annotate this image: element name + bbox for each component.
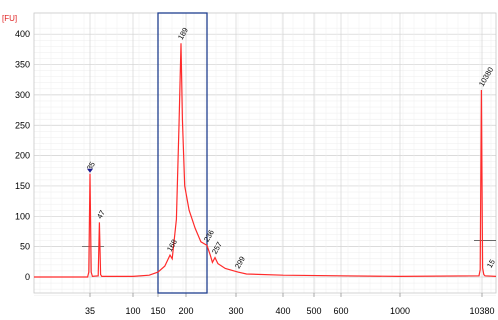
y-tick-label: 250 — [15, 120, 30, 130]
lower-marker-triangle-icon — [87, 168, 93, 173]
x-tick-label: 100 — [125, 306, 140, 316]
selection-region-box[interactable] — [157, 12, 208, 294]
peak-label: 168 — [165, 238, 179, 253]
y-tick-label: 0 — [25, 272, 30, 282]
y-tick-label: 200 — [15, 151, 30, 161]
y-tick-label: 350 — [15, 60, 30, 70]
peak-label: 299 — [233, 255, 247, 270]
x-axis-ticks: 35 100 150 200 300 400 500 600 1000 10380 — [85, 293, 495, 316]
peak-label: 236 — [202, 228, 216, 243]
y-tick-label: 150 — [15, 181, 30, 191]
marker-reference-lines — [82, 240, 496, 248]
peak-label: 35 — [85, 160, 97, 172]
peak-label: 15 — [485, 258, 497, 270]
x-tick-label: 10380 — [469, 306, 494, 316]
x-tick-label: 35 — [85, 306, 95, 316]
x-tick-label: 400 — [275, 306, 290, 316]
fluorescence-trace-line — [34, 43, 497, 278]
plot-area-frame — [33, 12, 497, 294]
peak-label: 47 — [95, 209, 107, 221]
chart-grid — [34, 13, 496, 296]
x-tick-label: 500 — [306, 306, 321, 316]
x-tick-label: 300 — [228, 306, 243, 316]
y-axis-ticks: 0 50 100 150 200 250 300 350 400 — [15, 29, 30, 282]
y-tick-label: 100 — [15, 211, 30, 221]
y-tick-label: 300 — [15, 90, 30, 100]
x-tick-label: 600 — [333, 306, 348, 316]
x-tick-label: 150 — [150, 306, 165, 316]
peak-label: 257 — [210, 240, 224, 255]
x-tick-label: 200 — [178, 306, 193, 316]
y-tick-label: 400 — [15, 29, 30, 39]
y-tick-label: 50 — [20, 242, 30, 252]
x-tick-label: 1000 — [390, 306, 410, 316]
y-axis-unit-label: [FU] — [2, 14, 17, 23]
